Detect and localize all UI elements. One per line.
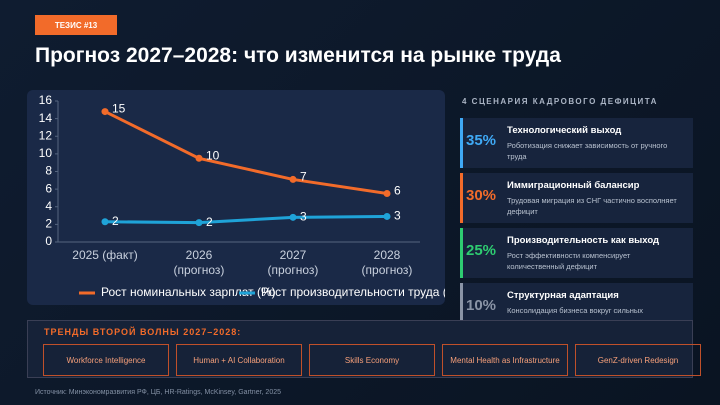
point [101,218,109,226]
data-label: 7 [300,170,307,184]
scenario-text: Консолидация бизнеса вокруг сильных [507,306,644,315]
scenario-percent: 10% [466,297,497,314]
data-label: 6 [394,184,401,198]
data-label: 15 [112,102,126,116]
scenario-percent: 30% [466,187,497,204]
trend: Workforce Intelligence [43,344,169,376]
scenario-text: Трудовая миграция из СНГ частично воспол… [507,196,677,216]
point [195,154,203,162]
legend-label: Рост номинальных зарплат (%) [101,285,276,299]
x-tick-label: 2025 (факт) [72,248,138,262]
point [195,219,203,227]
scenario-card: 25% Производительность как выход Рост эффе… [460,228,693,278]
point [289,213,297,221]
title: Прогноз 2027–2028: что изменится на рынк… [35,44,561,67]
scenario-text: Рост эффективности компенсирует количест… [507,251,631,271]
y-tick-label: 16 [39,93,53,107]
scenario-percent: 35% [466,132,497,149]
scenario-text: Роботизация снижает зависимость от ручно… [507,141,668,161]
y-tick-label: 4 [45,199,52,213]
scenarios-heading: 4 СЦЕНАРИЯ КАДРОВОГО ДЕФИЦИТА [462,97,658,106]
y-tick-label: 0 [45,234,52,248]
chart-panel: 0 2 4 6 8 10 12 14 16 15 10 7 6 2 2 3 3 Рост номинальных … [27,90,462,305]
scenario-title: Производительность как выход [507,235,660,246]
scenario-title: Иммиграционный балансир [507,180,640,191]
scenario-title: Технологический выход [507,125,622,136]
scenario-title: Структурная адаптация [507,290,619,301]
data-label: 3 [300,209,307,223]
point [383,212,391,220]
source: Источник: Минэкономразвития РФ, ЦБ, HR-R… [35,389,282,396]
trend: Mental Health as Infrastructure [442,344,568,376]
series-line [104,110,388,196]
legend-label: Рост производительности труда (%) [261,285,445,299]
chart: 0 2 4 6 8 10 12 14 16 15 10 7 6 2 2 3 3 Рост номинальных … [39,93,462,299]
x-tick-label: 2026 (прогноз) [173,248,225,277]
point [383,190,391,198]
trends-panel: ТРЕНДЫ ВТОРОЙ ВОЛНЫ 2027–2028: Workforce… [27,320,701,378]
scenario-percent: 25% [466,242,497,259]
data-label: 2 [206,215,213,229]
scenario-card: 35% Технологический выход Роботизация сниж… [460,118,693,168]
trend: Human + AI Collaboration [176,344,302,376]
point [289,175,297,183]
y-tick-label: 6 [45,181,52,195]
trend: Skills Economy [309,344,435,376]
data-label: 10 [206,148,220,162]
trends-heading: ТРЕНДЫ ВТОРОЙ ВОЛНЫ 2027–2028: [44,327,242,337]
x-tick-label: 2028 (прогноз) [361,248,413,277]
series-line [104,214,388,225]
y-tick-label: 2 [45,217,52,231]
trend: GenZ-driven Redesign [575,344,701,376]
y-tick-label: 10 [39,146,53,160]
point [101,108,109,116]
x-tick-label: 2027 (прогноз) [267,248,319,277]
data-label: 2 [112,214,119,228]
y-tick-label: 12 [39,128,53,142]
tag: ТЕЗИС #13 [35,15,117,35]
scenario-card: 30% Иммиграционный балансир Трудовая мигра… [460,173,693,223]
y-tick-label: 8 [45,164,52,178]
data-label: 3 [394,209,401,223]
y-tick-label: 14 [39,111,53,125]
